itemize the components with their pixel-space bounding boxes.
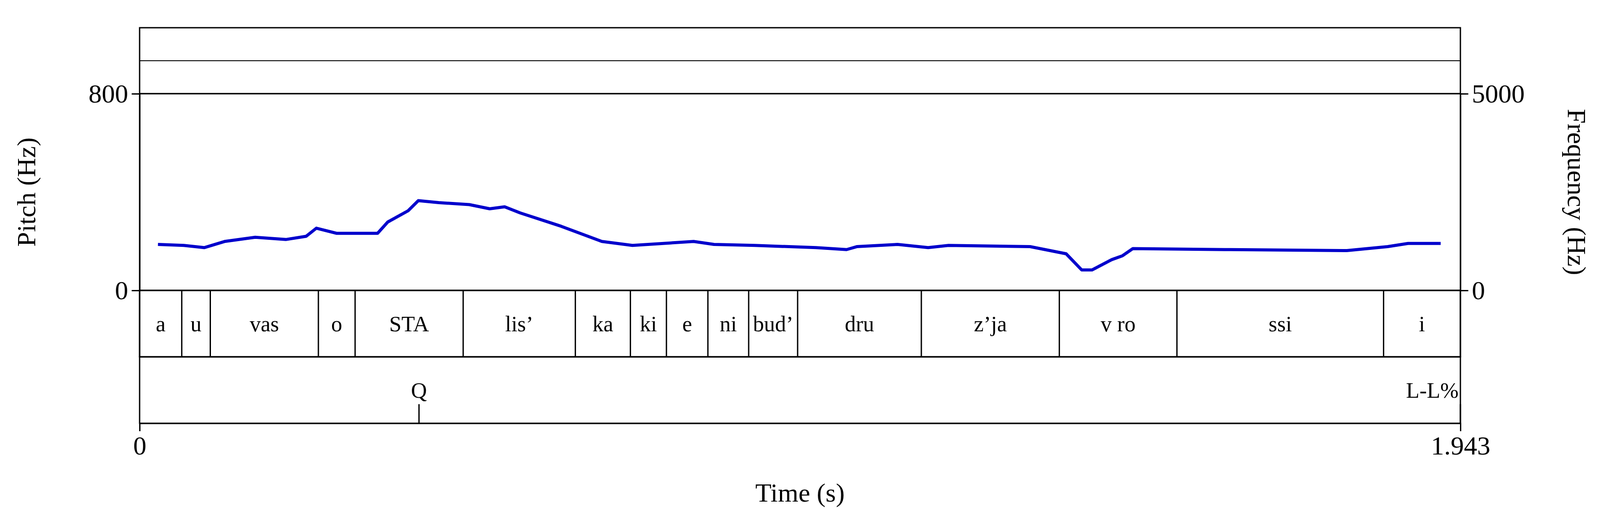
waveform-baseline xyxy=(139,60,1461,62)
tier-boundary xyxy=(629,290,632,358)
tick: 0 xyxy=(1460,276,1486,306)
tier-point xyxy=(1459,404,1462,425)
tick: 0 xyxy=(133,423,147,461)
tier-boundary xyxy=(354,290,356,358)
interval-label: vas xyxy=(249,311,280,337)
x-axis-title: Time (s) xyxy=(755,478,845,508)
interval-label: bud’ xyxy=(753,311,794,337)
tick-mark xyxy=(1459,423,1462,432)
tick-label: 0 xyxy=(1471,276,1486,306)
interval-label: ka xyxy=(592,311,614,337)
tick-label: 1.943 xyxy=(1430,431,1491,461)
tier-boundary xyxy=(181,290,183,358)
y-axis-title: Pitch (Hz) xyxy=(11,137,41,247)
interval-label: dru xyxy=(844,311,875,337)
tier-boundary xyxy=(665,290,668,358)
tick: 1.943 xyxy=(1430,423,1491,461)
tick-label: 0 xyxy=(133,431,147,461)
interval-label: i xyxy=(1418,311,1426,337)
plot-frame xyxy=(139,93,1461,291)
tier-frame xyxy=(139,357,1461,424)
tier-boundary xyxy=(1058,290,1061,358)
tick-label: 5000 xyxy=(1471,79,1525,109)
tier-boundary xyxy=(317,290,319,358)
interval-label: ssi xyxy=(1268,311,1293,337)
interval-label: z’ja xyxy=(973,311,1007,337)
tick-label: 0 xyxy=(114,276,129,306)
tick: 800 xyxy=(88,79,140,109)
tick-label: 800 xyxy=(88,79,129,109)
tick-mark xyxy=(1460,290,1469,292)
y2-axis: 0 5000 xyxy=(1460,79,1525,306)
tier-boundary xyxy=(797,290,799,358)
tier-frame xyxy=(139,290,1461,358)
axis-line xyxy=(1460,94,1469,292)
interval-label: u xyxy=(190,311,202,337)
tick-mark xyxy=(131,290,140,292)
plot-area xyxy=(158,200,1442,271)
tick-mark xyxy=(1460,93,1469,95)
axis-line xyxy=(140,424,1461,433)
interval-label: e xyxy=(682,311,692,337)
point-label: Q xyxy=(410,378,427,403)
x-axis: 0 1.943 xyxy=(133,423,1491,461)
interval-label: o xyxy=(331,311,343,337)
tier-boundary xyxy=(574,290,577,358)
tier-boundary xyxy=(920,290,923,358)
interval-label: ki xyxy=(639,311,658,337)
tier-point xyxy=(418,404,420,425)
interval-label: lis’ xyxy=(505,311,534,337)
interval-tier: au vas o STA lis’ kakie ni bud’ dru z’ja v ro ssi i xyxy=(139,290,1461,358)
tier-boundary xyxy=(1459,290,1462,358)
tier-boundary xyxy=(1382,290,1385,358)
y2-axis-title: Frequency (Hz) xyxy=(1562,108,1592,276)
tier-boundary xyxy=(462,290,464,358)
interval-label: a xyxy=(155,311,166,337)
tier-boundary xyxy=(747,290,750,358)
tier-boundary xyxy=(707,290,709,358)
chart: 0 800 0 5000 au vas o STA lis’ kakie ni bud’ dru z’ja… xyxy=(0,0,1600,517)
tick-mark xyxy=(139,423,141,432)
interval-label: STA xyxy=(389,311,429,337)
tick: 5000 xyxy=(1460,79,1525,109)
interval-label: ni xyxy=(719,311,737,337)
interval-label: v ro xyxy=(1100,311,1136,337)
tier-boundary xyxy=(139,290,141,358)
point-tier: Q L-L% xyxy=(410,378,1461,425)
pitch-halo xyxy=(158,200,1442,271)
tick: 0 xyxy=(114,276,140,306)
tick-mark xyxy=(131,93,140,95)
pitch-line xyxy=(158,200,1442,271)
point-label: L-L% xyxy=(1406,378,1459,403)
tier-boundary xyxy=(209,290,211,358)
y-axis: 0 800 xyxy=(88,79,141,306)
tier-boundary xyxy=(1176,290,1178,358)
axis-line xyxy=(131,94,141,292)
waveform-frame xyxy=(139,27,1461,94)
